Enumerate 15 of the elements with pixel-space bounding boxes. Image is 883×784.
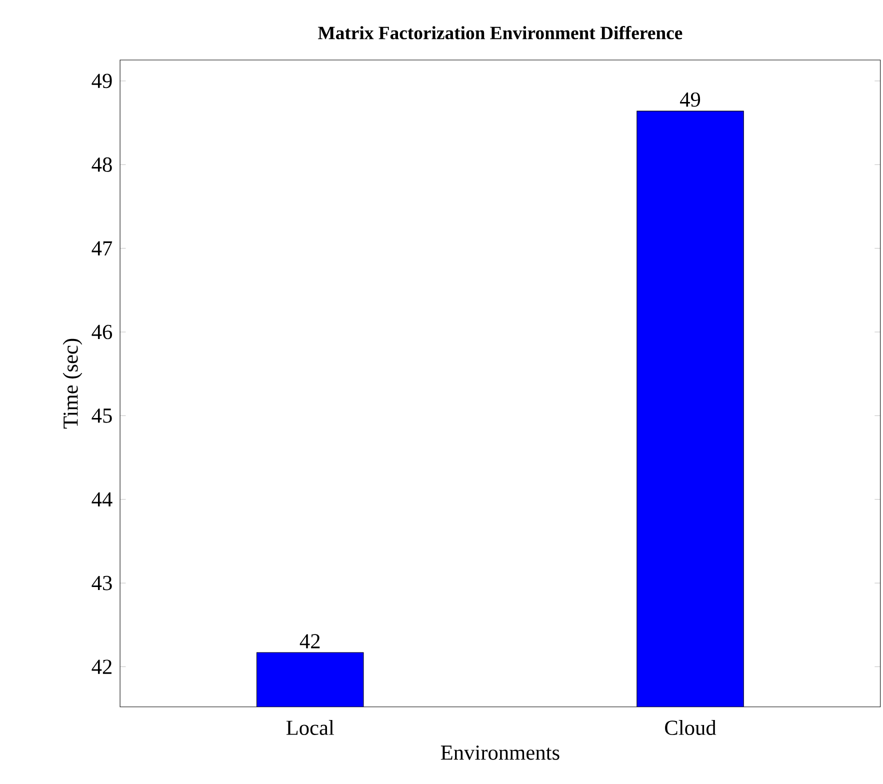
y-tick-label: 44 <box>92 492 112 506</box>
y-tick-label: 49 <box>92 74 112 88</box>
y-axis-title: Time (sec) <box>62 338 82 428</box>
y-tick-label: 42 <box>92 660 112 674</box>
x-tick-label: Cloud <box>665 720 716 735</box>
y-tick-label: 46 <box>92 324 112 340</box>
y-tick-label: 43 <box>92 576 112 590</box>
chart-title: Matrix Factorization Environment Difference <box>318 26 682 40</box>
data-label: 49 <box>680 92 700 107</box>
y-tick-label: 45 <box>92 408 112 423</box>
x-axis-title: Environments <box>440 745 560 760</box>
y-tick-label: 47 <box>92 241 112 256</box>
y-tick-label: 48 <box>92 157 112 172</box>
data-label: 42 <box>300 634 320 648</box>
x-tick-label: Local <box>286 720 334 735</box>
